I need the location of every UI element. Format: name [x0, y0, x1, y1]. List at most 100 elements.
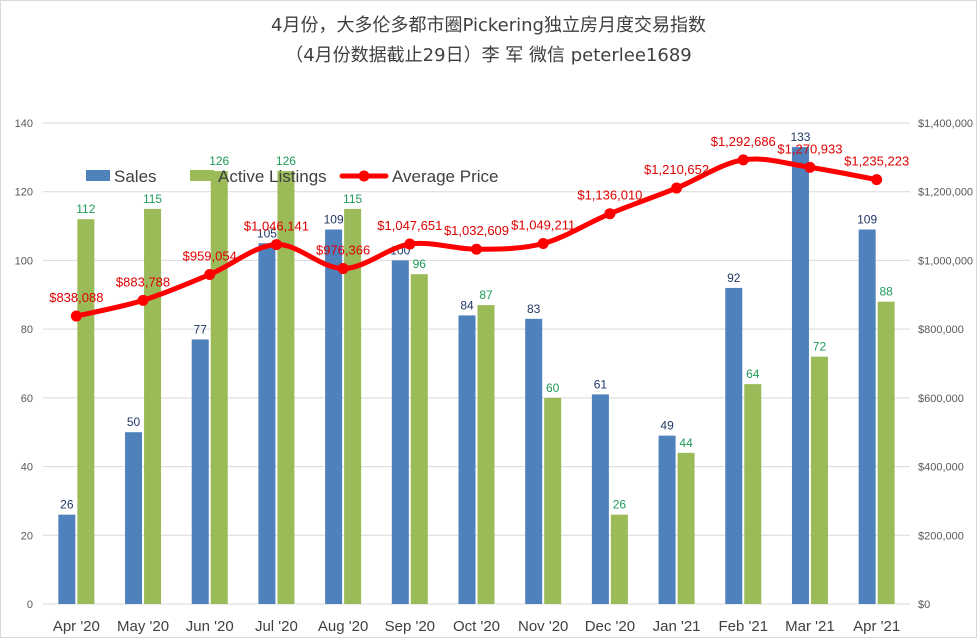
listings-bar	[610, 514, 628, 604]
listings-bar	[544, 397, 562, 604]
listings-bar	[344, 208, 362, 604]
listings-bar	[277, 171, 295, 604]
average-price-point	[270, 239, 282, 251]
left-axis-tick-label: 80	[21, 324, 33, 336]
average-price-label: $1,136,010	[577, 188, 642, 203]
sales-bar	[191, 339, 209, 604]
listings-value-label: 44	[679, 436, 693, 450]
listings-bar	[77, 219, 95, 604]
average-price-label: $1,047,651	[377, 218, 442, 233]
average-price-point	[804, 161, 816, 173]
sales-value-label: 109	[857, 213, 877, 227]
price-line	[70, 154, 883, 322]
average-price-label: $1,270,933	[777, 141, 842, 156]
listings-value-label: 72	[813, 340, 827, 354]
listings-value-label: 96	[413, 257, 427, 271]
average-price-label: $838,088	[49, 290, 103, 305]
x-axis-tick-label: Jan '21	[653, 618, 701, 635]
listings-value-label: 115	[343, 192, 362, 206]
sales-value-label: 84	[460, 298, 474, 312]
sales-value-label: 105	[257, 226, 277, 240]
right-axis-tick-label: $800,000	[918, 324, 964, 336]
listings-value-label: 88	[879, 285, 893, 299]
right-axis-tick-label: $0	[918, 599, 930, 611]
x-axis-tick-label: Jun '20	[186, 618, 234, 635]
x-axis-tick-label: Sep '20	[385, 618, 435, 635]
left-axis-tick-label: 60	[21, 393, 33, 405]
right-axis-tick-label: $600,000	[918, 393, 964, 405]
sales-bar	[391, 260, 409, 604]
x-axis-tick-label: Dec '20	[585, 618, 635, 635]
sales-bar	[325, 229, 343, 604]
average-price-label: $1,235,223	[844, 154, 909, 169]
listings-bar	[210, 171, 228, 604]
legend: Sales Active Listings Average Price	[86, 167, 498, 186]
legend-sales-label: Sales	[114, 167, 157, 186]
sales-bar	[725, 287, 743, 604]
legend-sales-swatch	[86, 170, 110, 181]
listings-value-label: 64	[746, 367, 760, 381]
sales-bar	[791, 147, 809, 605]
x-axis-tick-label: Feb '21	[718, 618, 768, 635]
right-axis-tick-label: $1,000,000	[918, 255, 973, 267]
left-axis-ticks: 0 20 40 60 80 100 120 140	[15, 118, 33, 611]
left-axis-tick-label: 40	[21, 462, 33, 474]
sales-value-label: 50	[127, 415, 141, 429]
x-axis-tick-label: Apr '20	[53, 618, 100, 635]
sales-value-label: 133	[790, 130, 810, 144]
legend-price-label: Average Price	[392, 167, 498, 186]
right-axis-tick-label: $400,000	[918, 462, 964, 474]
average-price-label: $959,054	[183, 248, 237, 263]
sales-bar	[658, 435, 676, 604]
sales-value-label: 109	[324, 213, 344, 227]
average-price-point	[137, 294, 149, 306]
average-price-point	[604, 208, 616, 220]
listings-value-label: 87	[479, 288, 493, 302]
chart-title: 4月份，大多伦多都市圈Pickering独立房月度交易指数	[271, 15, 706, 36]
left-axis-tick-label: 140	[15, 118, 33, 130]
left-axis-tick-label: 20	[21, 530, 33, 542]
right-axis-tick-label: $200,000	[918, 530, 964, 542]
listings-bar	[810, 356, 828, 604]
legend-listings-swatch	[190, 170, 214, 181]
listings-value-label: 126	[209, 154, 229, 168]
right-axis-tick-label: $1,200,000	[918, 187, 973, 199]
x-axis-tick-label: Jul '20	[255, 618, 298, 635]
left-axis-tick-label: 120	[15, 187, 33, 199]
listings-value-label: 115	[143, 192, 162, 206]
left-axis-tick-label: 0	[27, 599, 33, 611]
sales-value-label: 83	[527, 302, 541, 316]
average-price-label: $883,788	[116, 274, 170, 289]
average-price-point	[471, 243, 482, 255]
bar-labels: 2611250115771261051261091151009684878360…	[60, 130, 893, 512]
average-price-point	[204, 268, 216, 280]
average-price-point	[404, 238, 416, 250]
sales-value-label: 61	[594, 377, 608, 391]
x-axis-tick-label: Apr '21	[853, 618, 900, 635]
sales-bar	[125, 432, 143, 604]
average-price-label: $976,366	[316, 243, 370, 258]
listings-value-label: 26	[613, 498, 627, 512]
average-price-point	[737, 154, 749, 166]
listings-bar	[477, 305, 495, 604]
x-axis-tick-label: Oct '20	[453, 618, 500, 635]
listings-value-label: 112	[76, 202, 95, 216]
x-axis-tick-label: Mar '21	[785, 618, 835, 635]
listings-bar	[144, 208, 162, 604]
average-price-label: $1,292,686	[711, 134, 776, 149]
sales-value-label: 77	[194, 322, 208, 336]
average-price-label: $1,032,609	[444, 223, 509, 238]
x-axis-tick-label: May '20	[117, 618, 169, 635]
sales-bar	[525, 318, 543, 604]
average-price-point	[337, 263, 349, 275]
average-price-label: $1,210,652	[644, 162, 709, 177]
average-price-label: $1,049,211	[511, 218, 575, 233]
x-axis-ticks: Apr '20 May '20 Jun '20 Jul '20 Aug '20 Sep '…	[53, 618, 900, 635]
average-price-point	[671, 182, 683, 194]
listings-bar	[877, 301, 895, 604]
sales-value-label: 26	[60, 498, 74, 512]
sales-value-label: 49	[660, 419, 674, 433]
sales-bar	[258, 243, 276, 604]
legend-listings-label: Active Listings	[218, 167, 327, 186]
average-price-label: $1,046,141	[244, 219, 309, 234]
